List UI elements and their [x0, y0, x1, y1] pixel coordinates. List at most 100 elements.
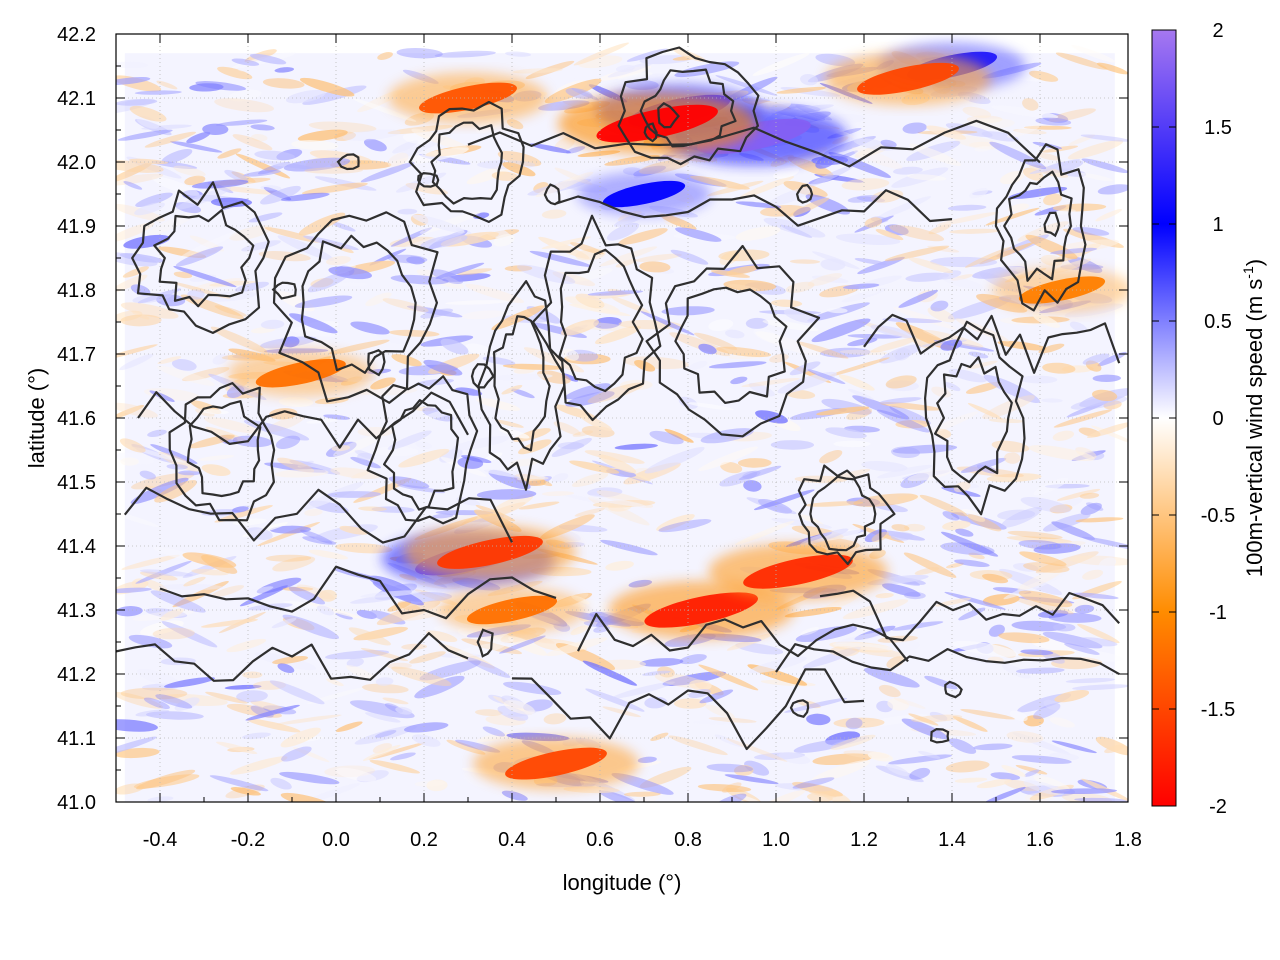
field-cell — [266, 415, 305, 433]
field-cell — [572, 430, 593, 437]
field-cell — [174, 697, 200, 711]
field-cell — [360, 590, 422, 598]
field-cell — [403, 722, 449, 733]
field-cell — [333, 434, 383, 457]
field-cell — [827, 357, 890, 377]
field-cell — [573, 42, 629, 66]
contour-line — [657, 102, 680, 129]
field-cell — [587, 292, 632, 300]
field-cell — [136, 115, 160, 129]
field-cell — [879, 397, 922, 405]
field-cell — [232, 506, 249, 513]
field-cell — [639, 766, 692, 789]
field-cell — [461, 310, 505, 320]
field-cell — [332, 281, 369, 287]
field-cell — [728, 284, 760, 291]
field-cell — [953, 481, 971, 493]
field-cell — [260, 336, 317, 349]
field-cell — [116, 510, 160, 528]
field-cell — [256, 577, 302, 594]
x-tick-label: 0.6 — [586, 829, 614, 851]
field-cell — [339, 525, 369, 535]
field-cell — [357, 452, 374, 461]
field-cell — [170, 141, 223, 153]
contour-line — [944, 680, 963, 699]
field-cell — [214, 505, 273, 523]
x-tick-label: 0.8 — [674, 829, 702, 851]
contour-line — [168, 382, 276, 522]
field-cell — [351, 471, 370, 479]
field-cell — [614, 443, 658, 450]
hotspot — [437, 535, 543, 569]
field-cell — [182, 552, 237, 568]
field-cell — [391, 666, 452, 687]
field-cell — [485, 714, 526, 726]
field-cell — [833, 440, 871, 448]
x-axis: -0.4 -0.2 0.0 0.2 0.4 0.6 0.8 1.0 1.2 1.4 1.6 1.8 — [143, 34, 1142, 851]
field-cell — [365, 292, 392, 307]
field-cell — [139, 569, 193, 577]
field-cell — [1012, 563, 1039, 572]
field-cell — [139, 571, 178, 581]
field-cell — [1051, 788, 1118, 795]
field-cell — [947, 204, 987, 211]
field-cell — [1077, 623, 1120, 644]
field-cell — [300, 529, 333, 544]
field-cell — [525, 60, 575, 79]
field-cell — [209, 775, 269, 792]
field-cell — [534, 478, 553, 487]
field-cell — [298, 321, 339, 332]
field-cell — [482, 356, 516, 366]
field-cell — [133, 774, 200, 789]
field-cell — [1097, 351, 1127, 367]
field-cell — [1086, 502, 1104, 511]
field-cell — [1006, 731, 1044, 743]
field-cell — [276, 148, 303, 161]
field-cell — [205, 691, 248, 704]
field-cell — [497, 150, 542, 167]
field-cell — [282, 614, 340, 640]
field-cell — [304, 508, 323, 517]
x-tick-label: 1.6 — [1026, 829, 1054, 851]
field-cell — [375, 677, 394, 686]
field-cell — [335, 767, 377, 782]
field-cell — [369, 610, 406, 625]
field-cell — [554, 167, 593, 186]
field-cell — [180, 294, 244, 320]
field-cell — [808, 164, 855, 187]
field-cell — [802, 646, 862, 669]
field-cell — [851, 147, 903, 170]
field-cell — [189, 83, 224, 92]
field-cell — [833, 717, 885, 728]
field-cell — [594, 325, 641, 345]
field-cell — [360, 162, 415, 183]
field-cell — [968, 552, 985, 560]
field-cell — [499, 635, 546, 654]
field-cell — [175, 246, 224, 267]
field-cell — [679, 654, 707, 665]
field-cell — [348, 627, 391, 646]
field-cell — [135, 560, 192, 584]
field-cell — [851, 646, 905, 658]
field-cell — [1068, 555, 1128, 566]
field-cell — [390, 752, 416, 761]
field-cell — [885, 380, 919, 392]
field-cell — [144, 485, 169, 497]
field-cell — [905, 272, 950, 282]
field-cell — [1077, 637, 1118, 647]
hotspots — [227, 42, 1128, 790]
y-tick-label: 41.0 — [57, 792, 96, 814]
contour-line — [408, 100, 525, 223]
field-cell — [392, 140, 419, 154]
field-cell — [260, 319, 285, 330]
field-cell — [178, 470, 201, 476]
field-cell — [144, 131, 197, 148]
field-cell — [1049, 717, 1075, 728]
field-cell — [1007, 530, 1063, 540]
field-cell — [1036, 152, 1060, 161]
field-cell — [187, 289, 205, 300]
field-cell — [119, 353, 154, 371]
field-cell — [689, 360, 708, 370]
field-cell — [1096, 62, 1128, 75]
field-cell — [784, 697, 848, 713]
